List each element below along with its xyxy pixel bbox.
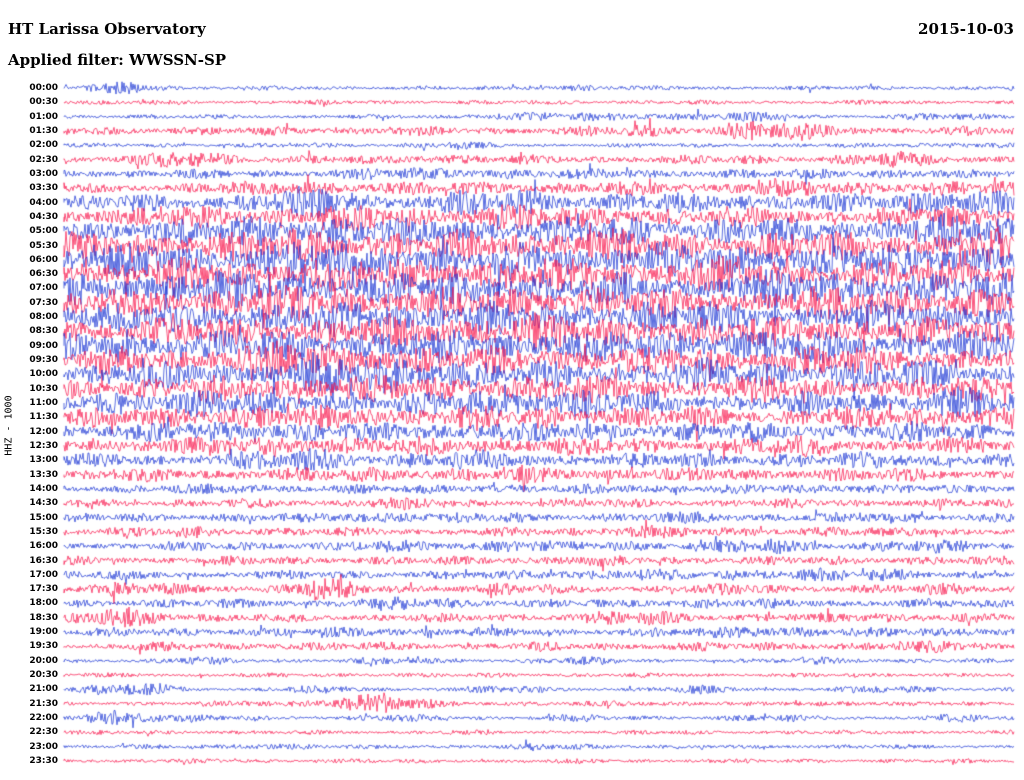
time-label: 17:00 — [29, 569, 58, 580]
time-label: 10:00 — [29, 369, 58, 380]
time-label: 16:00 — [29, 541, 58, 552]
time-label: 22:30 — [29, 727, 58, 738]
time-label: 14:30 — [29, 498, 58, 509]
time-label: 23:30 — [29, 756, 58, 766]
time-label: 01:30 — [29, 125, 58, 136]
time-label: 04:00 — [29, 197, 58, 208]
time-label: 23:00 — [29, 741, 58, 752]
time-label: 03:00 — [29, 168, 58, 179]
time-label: 05:00 — [29, 226, 58, 237]
time-label: 19:30 — [29, 641, 58, 652]
time-label: 07:30 — [29, 297, 58, 308]
time-label: 02:30 — [29, 154, 58, 165]
time-label: 05:30 — [29, 240, 58, 251]
time-label: 01:00 — [29, 111, 58, 122]
time-label: 12:30 — [29, 440, 58, 451]
time-label: 00:00 — [29, 83, 58, 93]
time-label: 15:30 — [29, 526, 58, 537]
time-label: 06:00 — [29, 254, 58, 265]
time-label: 20:00 — [29, 655, 58, 666]
time-label: 11:00 — [29, 398, 58, 409]
time-label: 21:30 — [29, 698, 58, 709]
time-label: 16:30 — [29, 555, 58, 566]
time-label: 11:30 — [29, 412, 58, 423]
time-label: 17:30 — [29, 584, 58, 595]
time-label: 22:00 — [29, 713, 58, 724]
time-label: 13:00 — [29, 455, 58, 466]
time-label: 04:30 — [29, 211, 58, 222]
time-label: 06:30 — [29, 269, 58, 280]
time-label: 21:00 — [29, 684, 58, 695]
time-label: 10:30 — [29, 383, 58, 394]
time-label: 07:00 — [29, 283, 58, 294]
time-label: 08:00 — [29, 312, 58, 323]
time-label: 13:30 — [29, 469, 58, 480]
time-label: 09:30 — [29, 355, 58, 366]
time-label: 14:00 — [29, 483, 58, 494]
time-label: 09:00 — [29, 340, 58, 351]
time-label: 19:00 — [29, 627, 58, 638]
time-label: 03:30 — [29, 183, 58, 194]
time-label-column: 00:00 00:30 01:00 01:30 02:00 02:30 03:00 03:30… — [0, 0, 60, 780]
time-label: 00:30 — [29, 97, 58, 108]
time-label: 15:00 — [29, 512, 58, 523]
time-label: 08:30 — [29, 326, 58, 337]
time-label: 18:00 — [29, 598, 58, 609]
time-label: 18:30 — [29, 612, 58, 623]
time-label: 02:00 — [29, 140, 58, 151]
time-label: 20:30 — [29, 670, 58, 681]
time-label: 12:00 — [29, 426, 58, 437]
